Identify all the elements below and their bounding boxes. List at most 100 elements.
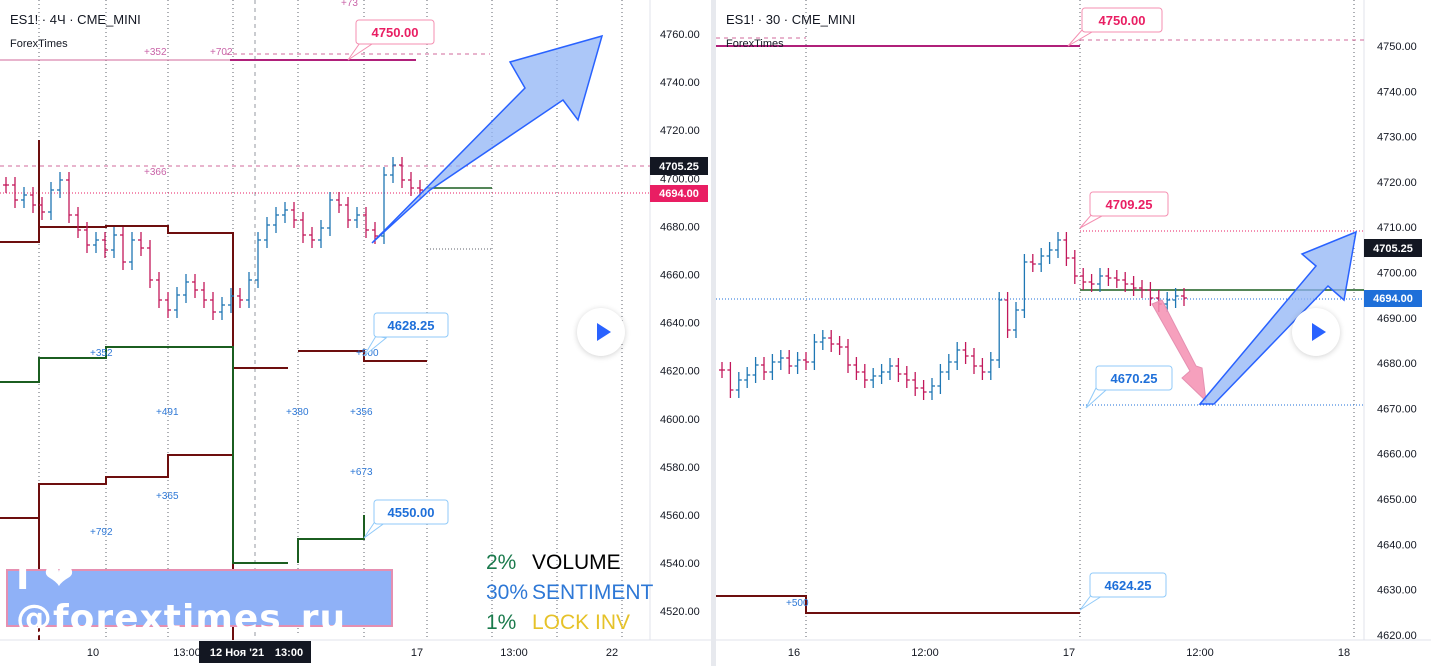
left-small-label: +673 (350, 467, 373, 478)
left-last-price-tag: 4694.00 (650, 185, 708, 202)
svg-text:4705.25: 4705.25 (1373, 243, 1413, 255)
left-price-label: 4660.00 (660, 270, 700, 282)
sentiment-pct: 30% (486, 581, 529, 604)
left-price-label: 4680.00 (660, 221, 700, 233)
left-small-label: +366 (144, 167, 167, 178)
right-small-label: +500 (786, 598, 809, 609)
left-callout-4550: 4550.00 (363, 499, 449, 539)
right-price-label: 4700.00 (1377, 268, 1417, 280)
left-time-label: 13:00 (173, 647, 201, 659)
left-small-label: +352 (90, 348, 113, 359)
left-price-label: 4620.00 (660, 366, 700, 378)
svg-text:4550.00: 4550.00 (388, 505, 435, 520)
svg-text:4624.25: 4624.25 (1105, 578, 1152, 593)
right-price-label: 4750.00 (1377, 41, 1417, 53)
left-time-label: 17 (411, 647, 423, 659)
right-price-label: 4690.00 (1377, 313, 1417, 325)
svg-text:4705.25: 4705.25 (659, 161, 699, 173)
right-time-label: 16 (788, 647, 800, 659)
left-price-label: 4760.00 (660, 29, 700, 41)
left-small-label: +356 (350, 407, 373, 418)
svg-text:12 Ноя '21: 12 Ноя '21 (210, 647, 264, 659)
right-chart-brand: ForexTimes (726, 38, 784, 50)
svg-text:4709.25: 4709.25 (1106, 197, 1153, 212)
left-time-label: 10 (87, 647, 99, 659)
right-time-label: 12:00 (1186, 647, 1214, 659)
right-callout-4624: 4624.25 (1079, 572, 1167, 611)
right-price-label: 4720.00 (1377, 177, 1417, 189)
left-price-label: 4640.00 (660, 318, 700, 330)
right-up-arrow (1198, 230, 1357, 405)
left-price-label: 4700.00 (660, 173, 700, 185)
left-current-price-tag: 4705.25 (650, 157, 708, 175)
left-candles-group (3, 157, 423, 320)
left-small-label: +702 (210, 47, 233, 58)
right-candles-group (719, 232, 1187, 400)
right-price-label: 4650.00 (1377, 494, 1417, 506)
right-down-arrow (1151, 299, 1207, 403)
left-small-label: +352 (144, 47, 167, 58)
lock-pct: 1% (486, 611, 517, 634)
promo-banner-text: I ❤ @forextimes_ru (16, 557, 347, 639)
left-callout-4750: 4750.00 (347, 19, 435, 61)
right-callout-4709: 4709.25 (1079, 191, 1169, 229)
lock-label: LOCK INV (532, 611, 631, 634)
right-price-label: 4710.00 (1377, 222, 1417, 234)
right-price-label: 4670.00 (1377, 403, 1417, 415)
left-small-label: +365 (156, 491, 179, 502)
right-price-label: 4640.00 (1377, 539, 1417, 551)
right-time-label: 17 (1063, 647, 1075, 659)
svg-text:4750.00: 4750.00 (372, 25, 419, 40)
svg-text:4694.00: 4694.00 (1373, 293, 1413, 305)
sentiment-label: SENTIMENT (532, 581, 654, 604)
right-price-label: 4620.00 (1377, 630, 1417, 642)
left-price-label: 4540.00 (660, 558, 700, 570)
volume-pct: 2% (486, 551, 517, 574)
svg-text:4670.25: 4670.25 (1111, 371, 1158, 386)
right-chart-title: ES1! · 30 · CME_MINI (726, 12, 855, 27)
svg-text:4628.25: 4628.25 (388, 318, 435, 333)
left-callout-4628: 4628.25 (363, 312, 449, 357)
left-up-arrow (371, 34, 604, 244)
left-price-label: 4740.00 (660, 77, 700, 89)
left-small-label: +491 (156, 407, 179, 418)
svg-text:4750.00: 4750.00 (1099, 13, 1146, 28)
right-price-label: 4740.00 (1377, 86, 1417, 98)
stats-row-volume: 2% VOLUME (486, 548, 653, 578)
left-small-label: +380 (286, 407, 309, 418)
right-price-label: 4630.00 (1377, 585, 1417, 597)
left-small-label: +792 (90, 527, 113, 538)
right-last-price-tag: 4694.00 (1364, 290, 1422, 307)
left-chart-brand: ForexTimes (10, 38, 68, 50)
right-price-label: 4660.00 (1377, 449, 1417, 461)
stats-row-lock: 1% LOCK INV (486, 608, 653, 638)
stats-row-sentiment: 30% SENTIMENT (486, 578, 653, 608)
right-price-label: 4730.00 (1377, 132, 1417, 144)
left-price-label: 4560.00 (660, 510, 700, 522)
svg-text:4694.00: 4694.00 (659, 188, 699, 200)
left-crosshair-time-tag: 12 Ноя '21 13:00 (199, 641, 311, 663)
left-time-label: 13:00 (500, 647, 528, 659)
left-time-label: 22 (606, 647, 618, 659)
left-price-label: 4600.00 (660, 414, 700, 426)
left-chart-title: ES1! · 4Ч · CME_MINI (10, 12, 141, 27)
svg-text:13:00: 13:00 (275, 647, 303, 659)
left-price-label: 4720.00 (660, 125, 700, 137)
stats-overlay: 2% VOLUME 30% SENTIMENT 1% LOCK INV (486, 548, 653, 638)
right-callout-4670: 4670.25 (1085, 365, 1173, 409)
right-price-label: 4680.00 (1377, 358, 1417, 370)
volume-label: VOLUME (532, 551, 621, 574)
left-chart-svg[interactable]: +352 +702 +366 +73 +352 +491 +380 +356 +… (0, 0, 711, 666)
panel-divider[interactable] (711, 0, 716, 666)
right-time-label: 12:00 (911, 647, 939, 659)
right-current-price-tag: 4705.25 (1364, 239, 1422, 257)
right-time-label: 18 (1338, 647, 1350, 659)
right-callout-4750: 4750.00 (1067, 7, 1163, 47)
left-small-label: +73 (341, 0, 358, 9)
left-price-label: 4580.00 (660, 462, 700, 474)
right-chart-svg[interactable]: +500 4750.00 4709.25 4670.25 4624.25 475… (716, 0, 1431, 666)
promo-banner: I ❤ @forextimes_ru (6, 557, 393, 639)
right-play-button[interactable] (1292, 308, 1340, 356)
left-play-button[interactable] (577, 308, 625, 356)
left-price-label: 4520.00 (660, 606, 700, 618)
